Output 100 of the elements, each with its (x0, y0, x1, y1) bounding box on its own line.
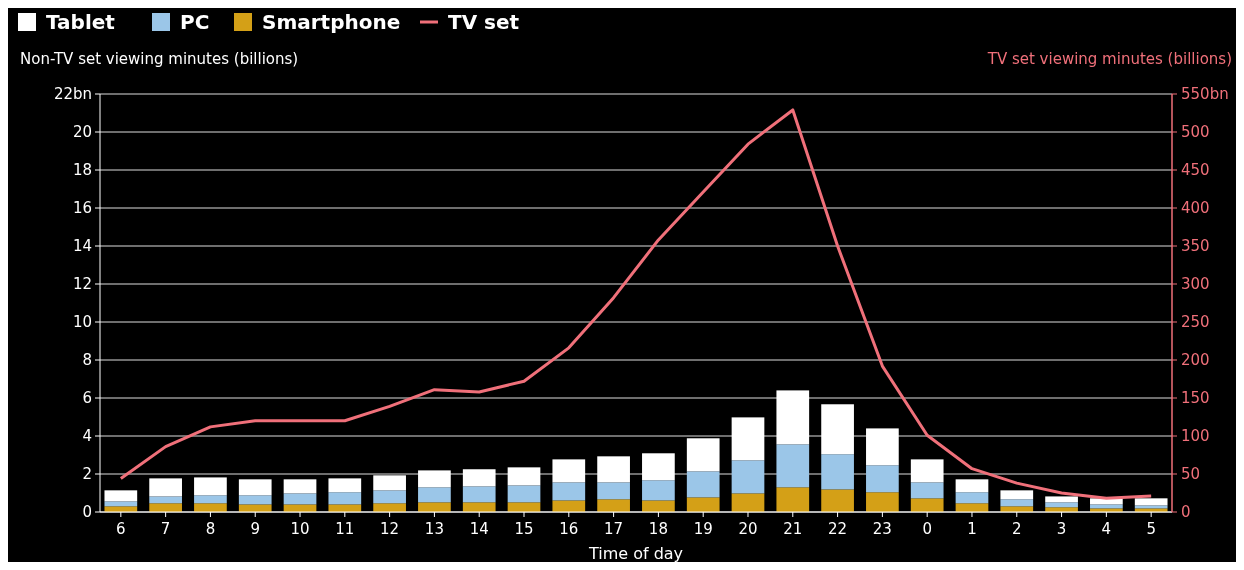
x-tick-label: 12 (380, 520, 400, 538)
bar (686, 497, 720, 512)
bar (507, 467, 541, 486)
bar (866, 492, 899, 512)
y-tick-label: 14 (72, 237, 92, 256)
x-axis-title: Time of day (587, 544, 684, 563)
bar (238, 479, 272, 496)
legend-label: PC (180, 10, 210, 34)
bar (328, 492, 362, 505)
bar (910, 498, 944, 512)
bar (597, 499, 630, 512)
bar (149, 503, 182, 512)
bar (283, 493, 317, 505)
x-tick-label: 8 (205, 520, 216, 538)
x-tick-label: 17 (604, 520, 624, 538)
bar (462, 502, 496, 512)
y-tick-label: 16 (72, 199, 92, 218)
bar (686, 438, 720, 472)
x-tick-label: 10 (290, 520, 310, 538)
bar (776, 487, 810, 512)
x-tick-label: 20 (738, 520, 758, 538)
x-tick-label: 15 (514, 520, 534, 538)
y-tick-label: 18 (72, 161, 92, 180)
bar (418, 502, 451, 512)
y-tick-label: 12 (72, 275, 92, 294)
x-tick-label: 13 (424, 520, 444, 538)
legend-label: TV set (448, 10, 520, 34)
bar (821, 404, 854, 455)
x-tick-label: 5 (1146, 520, 1156, 538)
bar (642, 453, 675, 481)
bar (731, 417, 765, 461)
bar (462, 469, 496, 487)
bar (597, 482, 630, 500)
bar (731, 460, 765, 494)
bar (776, 390, 810, 445)
line-series (119, 108, 1153, 500)
bar (104, 490, 138, 502)
bar (866, 428, 899, 466)
bar (238, 504, 272, 512)
y2-tick-label: 400 (1181, 199, 1210, 218)
bar (328, 478, 362, 493)
bar (821, 489, 854, 512)
bar (283, 479, 317, 494)
bar (731, 493, 765, 512)
y2-tick-label: 350 (1181, 237, 1210, 256)
bar (328, 504, 362, 512)
x-tick-label: 6 (116, 520, 126, 538)
bar (283, 504, 317, 512)
x-tick-label: 4 (1101, 520, 1112, 538)
y-tick-label: 6 (82, 389, 92, 408)
y2-tick-label: 550bn (1181, 85, 1229, 104)
y-tick-label: 8 (82, 351, 92, 370)
y-tick-label: 2 (82, 465, 92, 484)
y-axis-title: Non-TV set viewing minutes (billions) (20, 50, 299, 68)
bar (1045, 496, 1078, 503)
bar (686, 471, 720, 498)
y2-tick-label: 500 (1181, 123, 1210, 142)
y-tick-label: 4 (82, 427, 92, 446)
bar (552, 500, 586, 512)
bar (507, 485, 541, 503)
y2-tick-label: 0 (1181, 503, 1191, 522)
x-tick-label: 23 (872, 520, 892, 538)
bar (149, 496, 182, 504)
bar (776, 444, 810, 488)
y2-axis-title: TV set viewing minutes (billions) (986, 50, 1232, 68)
bar (104, 501, 138, 507)
x-tick-label: 21 (783, 520, 803, 538)
x-tick-label: 9 (250, 520, 260, 538)
bar (866, 465, 899, 493)
bar (910, 482, 944, 499)
bar (373, 490, 406, 504)
bar (1134, 498, 1168, 506)
y2-tick-label: 150 (1181, 389, 1210, 408)
legend-label: Tablet (46, 10, 116, 34)
bar (552, 482, 586, 501)
bar (642, 480, 675, 501)
bar (194, 495, 227, 504)
bar (462, 486, 496, 503)
bar (238, 495, 272, 505)
bar (910, 459, 944, 483)
x-tick-label: 16 (559, 520, 579, 538)
x-tick-label: 18 (648, 520, 668, 538)
x-tick-label: 11 (335, 520, 355, 538)
bar (1000, 490, 1034, 500)
y-tick-label: 20 (72, 123, 92, 142)
x-tick-label: 22 (828, 520, 848, 538)
bar (149, 478, 182, 497)
y-tick-label: 22bn (53, 85, 92, 104)
bar (194, 503, 227, 512)
x-tick-label: 3 (1056, 520, 1067, 538)
y-tick-label: 0 (82, 503, 92, 522)
bar (1000, 499, 1034, 507)
bar (194, 477, 227, 496)
x-tick-label: 2 (1012, 520, 1022, 538)
bar (1090, 504, 1123, 509)
legend-label: Smartphone (262, 10, 401, 34)
bar (552, 459, 586, 483)
bar (418, 470, 451, 488)
y2-tick-label: 250 (1181, 313, 1210, 332)
bar (507, 502, 541, 512)
